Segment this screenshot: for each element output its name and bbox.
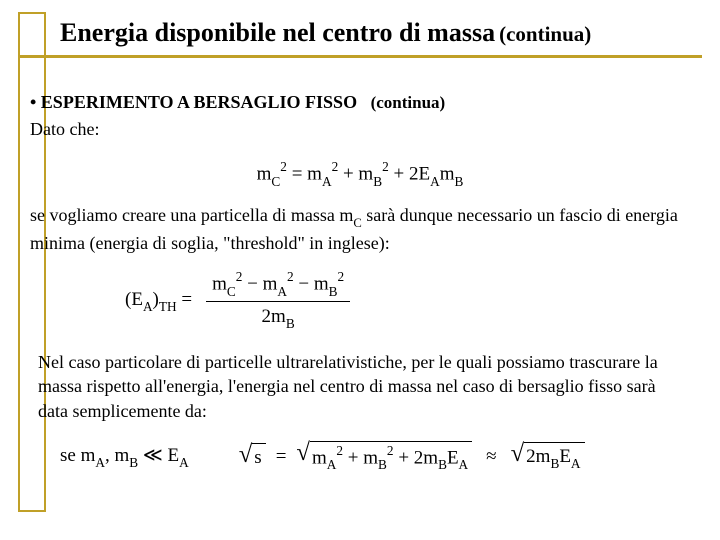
paragraph-2: Nel caso particolare di particelle ultra… bbox=[38, 350, 690, 423]
sqrt-full: √ mA2 + mB2 + 2mBEA bbox=[296, 441, 472, 473]
sqrt-approx: √ 2mBEA bbox=[511, 442, 585, 472]
title-continua: (continua) bbox=[499, 22, 591, 46]
bullet-text: • ESPERIMENTO A BERSAGLIO FISSO bbox=[30, 92, 357, 112]
equation-threshold: (EA)TH = mC2 − mA2 − mB2 2mB bbox=[125, 269, 690, 332]
sqrt-s: √s bbox=[239, 443, 266, 471]
equation-mc-squared: mC2 = mA2 + mB2 + 2EAmB bbox=[30, 159, 690, 189]
fraction-threshold: mC2 − mA2 − mB2 2mB bbox=[206, 269, 350, 332]
paragraph-1: se vogliamo creare una particella di mas… bbox=[30, 203, 690, 255]
slide-content: • ESPERIMENTO A BERSAGLIO FISSO (continu… bbox=[30, 90, 690, 473]
title-main: Energia disponibile nel centro di massa bbox=[60, 18, 495, 47]
bullet-continua: (continua) bbox=[371, 93, 446, 112]
bullet-heading: • ESPERIMENTO A BERSAGLIO FISSO (continu… bbox=[30, 90, 690, 115]
dato-che-label: Dato che: bbox=[30, 117, 690, 141]
title-underline bbox=[18, 55, 702, 58]
slide-title: Energia disponibile nel centro di massa … bbox=[60, 18, 690, 48]
equation-ultrarelativistic: se mA, mB ≪ EA √s = √ mA2 + mB2 + 2mBEA … bbox=[60, 441, 690, 473]
